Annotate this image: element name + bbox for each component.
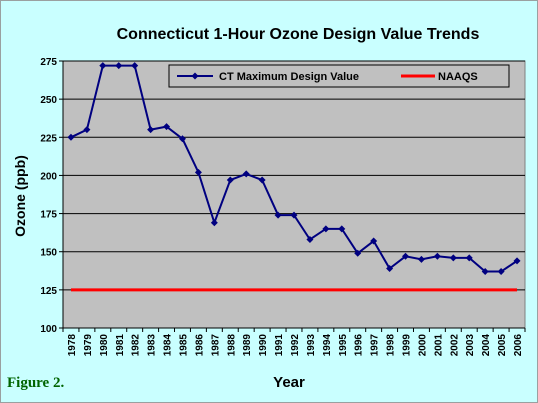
design-value-point	[290, 211, 298, 219]
x-tick-label: 1995	[338, 334, 349, 357]
y-tick-label: 250	[40, 95, 57, 106]
design-value-point	[99, 62, 107, 70]
design-value-point	[354, 249, 362, 257]
design-value-point	[513, 257, 521, 265]
y-tick-label: 175	[40, 210, 57, 221]
design-value-point	[115, 62, 123, 70]
design-value-point	[306, 236, 314, 244]
x-tick-label: 1978	[67, 334, 78, 357]
x-tick-label: 1986	[194, 334, 205, 357]
x-tick-label: 1983	[147, 334, 158, 357]
design-value-point	[481, 268, 489, 276]
design-value-point	[178, 135, 186, 143]
design-value-point	[497, 268, 505, 276]
x-tick-label: 1989	[242, 334, 253, 357]
x-tick-label: 1997	[370, 334, 381, 357]
y-tick-label: 200	[40, 171, 57, 182]
figure-label: Figure 2.	[7, 375, 65, 391]
x-tick-label: 1990	[258, 334, 269, 357]
y-axis-title: Ozone (ppb)	[12, 155, 28, 237]
design-value-point	[417, 255, 425, 263]
design-value-point	[131, 62, 139, 70]
legend-box	[168, 64, 510, 88]
x-tick-label: 2005	[497, 334, 508, 357]
design-value-point	[210, 219, 218, 227]
x-tick-label: 2004	[481, 334, 492, 357]
design-value-point	[226, 176, 234, 184]
design-value-point	[194, 168, 202, 176]
x-tick-label: 2006	[513, 334, 524, 357]
x-tick-label: 1999	[402, 334, 413, 357]
legend-series-label: CT Maximum Design Value	[219, 71, 359, 83]
plot-layer: 100 125 150 175 200 225 250 275 1978 1979 1980 1981…	[40, 57, 526, 357]
x-tick-label: 1996	[354, 334, 365, 357]
design-value-point	[274, 211, 282, 219]
design-value-point	[370, 237, 378, 245]
x-tick-label: 1994	[322, 334, 333, 357]
x-tick-label: 1993	[306, 334, 317, 357]
plot-area	[62, 60, 526, 329]
x-tick-label: 1992	[290, 334, 301, 357]
design-value-point	[322, 225, 330, 233]
design-value-point	[465, 254, 473, 262]
design-value-point	[449, 254, 457, 262]
x-tick-label: 2002	[449, 334, 460, 357]
x-tick-label: 1987	[210, 334, 221, 357]
y-tick-label: 150	[40, 248, 57, 259]
x-tick-label: 1981	[115, 334, 126, 357]
x-tick-label: 1985	[178, 334, 189, 357]
x-tick-label: 1991	[274, 334, 285, 357]
y-tick-label: 225	[40, 133, 57, 144]
design-value-point	[386, 264, 394, 272]
design-value-point	[433, 252, 441, 260]
x-tick-label: 1988	[226, 334, 237, 357]
legend-series-marker	[191, 72, 199, 80]
x-axis-title: Year	[273, 374, 305, 391]
x-tick-label: 2001	[433, 334, 444, 357]
x-tick-label: 1984	[163, 334, 174, 357]
legend-naaqs-label: NAAQS	[438, 71, 478, 83]
design-value-point	[147, 126, 155, 134]
x-tick-label: 1980	[99, 334, 110, 357]
x-tick-label: 2000	[417, 334, 428, 357]
y-tick-label: 275	[40, 57, 57, 68]
y-tick-label: 125	[40, 286, 57, 297]
x-tick-label: 1979	[83, 334, 94, 357]
x-tick-label: 1998	[386, 334, 397, 357]
x-tick-label: 2003	[465, 334, 476, 357]
design-value-point	[242, 170, 250, 178]
design-value-point	[83, 126, 91, 134]
design-value-point	[258, 176, 266, 184]
design-value-point	[163, 123, 171, 131]
design-value-point	[67, 133, 75, 141]
design-value-point	[338, 225, 346, 233]
y-tick-label: 100	[40, 324, 57, 335]
design-value-point	[402, 252, 410, 260]
x-tick-label: 1982	[131, 334, 142, 357]
chart-title: Connecticut 1-Hour Ozone Design Value Tr…	[117, 26, 480, 43]
